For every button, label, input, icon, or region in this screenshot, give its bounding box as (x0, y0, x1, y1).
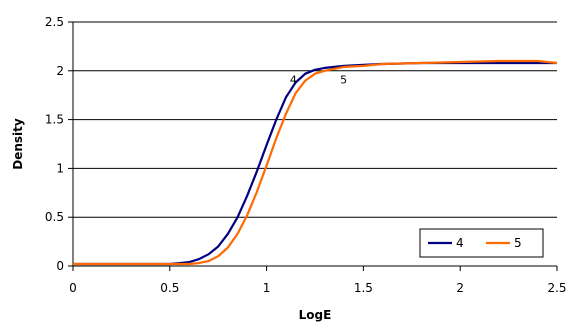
y-tick-label-4: 2 (56, 64, 64, 78)
x-axis-title: LogE (299, 308, 332, 322)
x-tick-labels: 0 0.5 1 1.5 2 2.5 (69, 281, 566, 295)
y-tick-labels: 0 0.5 1 1.5 2 2.5 (45, 15, 64, 273)
legend-label-5: 5 (514, 236, 522, 250)
y-tick-label-3: 1.5 (45, 113, 64, 127)
y-tick-label-0: 0 (56, 259, 64, 273)
series-line-5 (73, 59, 558, 266)
x-tick-label-0: 0 (69, 281, 77, 295)
x-tick-label-2: 1 (263, 281, 271, 295)
axes (72, 22, 557, 267)
series-lines (73, 59, 558, 266)
gridlines (68, 21, 558, 271)
y-tick-label-2: 1 (56, 161, 64, 175)
x-tick-label-1: 0.5 (160, 281, 179, 295)
y-tick-label-1: 0.5 (45, 210, 64, 224)
x-tick-label-4: 2 (456, 281, 464, 295)
y-tick-label-5: 2.5 (45, 15, 64, 29)
y-axis-title: Density (11, 118, 25, 170)
legend-label-4: 4 (456, 236, 464, 250)
x-tick-label-5: 2.5 (547, 281, 566, 295)
annotation-5: 5 (340, 73, 347, 86)
annotation-4: 4 (290, 73, 297, 86)
legend-box (419, 228, 544, 258)
x-tick-label-3: 1.5 (354, 281, 373, 295)
